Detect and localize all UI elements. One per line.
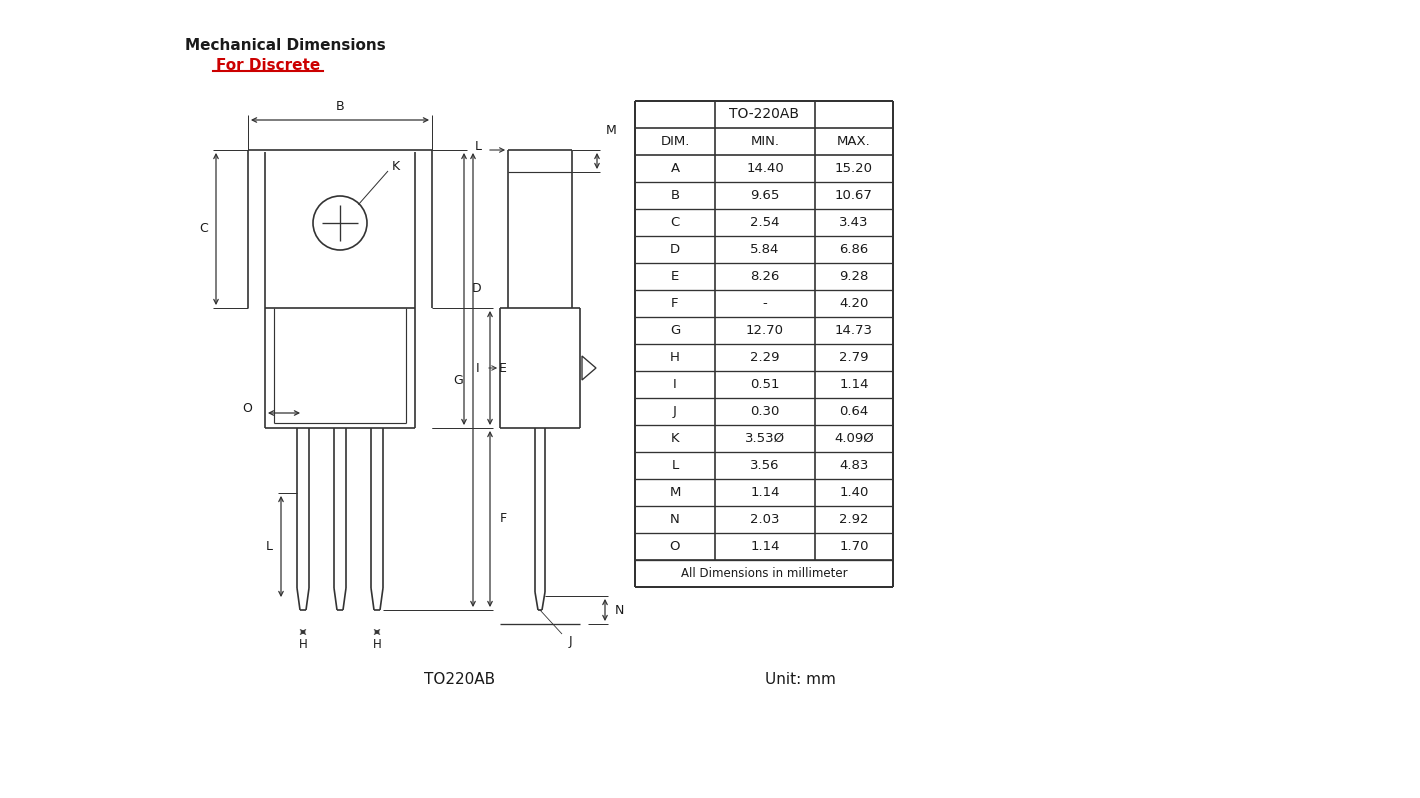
Text: K: K	[392, 160, 400, 172]
Text: TO220AB: TO220AB	[425, 673, 496, 688]
Text: B: B	[335, 100, 344, 113]
Text: 0.64: 0.64	[839, 405, 869, 418]
Text: Mechanical Dimensions: Mechanical Dimensions	[185, 38, 385, 53]
Text: L: L	[672, 459, 679, 472]
Text: MAX.: MAX.	[838, 135, 870, 148]
Text: I: I	[673, 378, 677, 391]
Text: -: -	[763, 297, 767, 310]
Text: 8.26: 8.26	[750, 270, 780, 283]
Text: D: D	[473, 282, 481, 295]
Text: N: N	[615, 603, 623, 617]
Text: 1.70: 1.70	[839, 540, 869, 553]
Text: 4.83: 4.83	[839, 459, 869, 472]
Text: M: M	[605, 124, 616, 137]
Text: 3.43: 3.43	[839, 216, 869, 229]
Text: 14.40: 14.40	[746, 162, 784, 175]
Text: 10.67: 10.67	[835, 189, 873, 202]
Text: O: O	[670, 540, 680, 553]
Text: J: J	[568, 635, 572, 649]
Text: DIM.: DIM.	[660, 135, 690, 148]
Text: For Discrete: For Discrete	[216, 57, 320, 73]
Text: Unit: mm: Unit: mm	[764, 673, 835, 688]
Text: C: C	[200, 223, 209, 235]
Text: 14.73: 14.73	[835, 324, 873, 337]
Text: 2.03: 2.03	[750, 513, 780, 526]
Text: 4.20: 4.20	[839, 297, 869, 310]
Text: H: H	[298, 638, 307, 650]
Text: N: N	[670, 513, 680, 526]
Text: L: L	[266, 540, 273, 553]
Text: A: A	[670, 162, 680, 175]
Text: 2.92: 2.92	[839, 513, 869, 526]
Text: 0.51: 0.51	[750, 378, 780, 391]
Text: M: M	[669, 486, 680, 499]
Text: H: H	[372, 638, 382, 650]
Text: 2.54: 2.54	[750, 216, 780, 229]
Text: 1.14: 1.14	[750, 486, 780, 499]
Text: 9.28: 9.28	[839, 270, 869, 283]
Text: J: J	[673, 405, 677, 418]
Text: 2.29: 2.29	[750, 351, 780, 364]
Text: O: O	[241, 401, 251, 414]
Text: 15.20: 15.20	[835, 162, 873, 175]
Text: 6.86: 6.86	[839, 243, 869, 256]
Text: E: E	[498, 361, 507, 374]
Text: 3.56: 3.56	[750, 459, 780, 472]
Text: 5.84: 5.84	[750, 243, 780, 256]
Text: 12.70: 12.70	[746, 324, 784, 337]
Text: G: G	[670, 324, 680, 337]
Text: TO-220AB: TO-220AB	[728, 108, 799, 121]
Text: E: E	[670, 270, 679, 283]
Text: H: H	[670, 351, 680, 364]
Text: 3.53Ø: 3.53Ø	[746, 432, 785, 445]
Text: 4.09Ø: 4.09Ø	[834, 432, 873, 445]
Text: All Dimensions in millimeter: All Dimensions in millimeter	[680, 567, 848, 580]
Text: C: C	[670, 216, 680, 229]
Text: 1.14: 1.14	[750, 540, 780, 553]
Text: F: F	[500, 512, 507, 526]
Text: B: B	[670, 189, 680, 202]
Text: F: F	[672, 297, 679, 310]
Text: I: I	[476, 361, 480, 374]
Text: K: K	[670, 432, 679, 445]
Text: 1.14: 1.14	[839, 378, 869, 391]
Text: MIN.: MIN.	[751, 135, 780, 148]
Text: 9.65: 9.65	[750, 189, 780, 202]
Text: L: L	[476, 140, 481, 152]
Text: 2.79: 2.79	[839, 351, 869, 364]
Text: G: G	[453, 373, 463, 386]
Text: D: D	[670, 243, 680, 256]
Text: 1.40: 1.40	[839, 486, 869, 499]
Text: 0.30: 0.30	[750, 405, 780, 418]
